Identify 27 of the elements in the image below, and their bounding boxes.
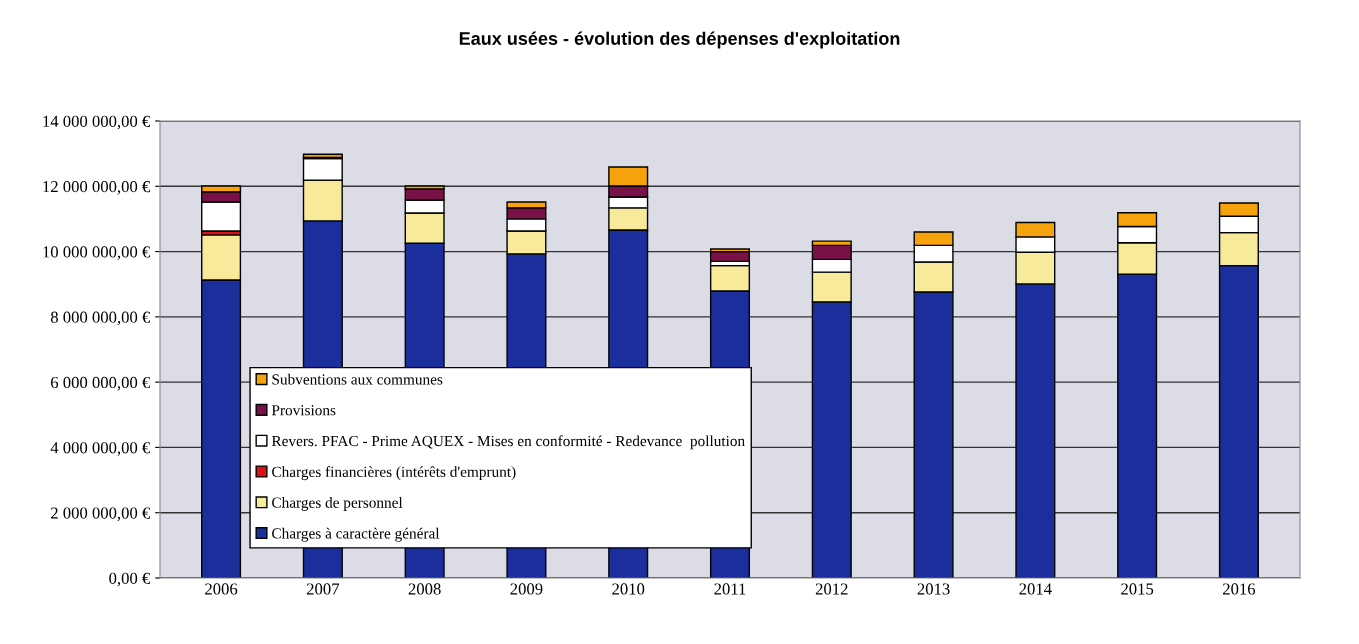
chart-title: Eaux usées - évolution des dépenses d'exploitation — [459, 31, 900, 49]
legend-label: Charges à caractère général — [272, 527, 440, 542]
y-tick-label: 2 000 000,00 € — [51, 507, 151, 522]
legend-label: Revers. PFAC - Prime AQUEX - Mises en conformité - Redevance pollution — [271, 435, 745, 450]
x-tick-label: 2014 — [1019, 583, 1052, 595]
y-tick-label: 10 000 000,00 € — [43, 246, 151, 260]
y-tick-label: 8 000 000,00 € — [50, 311, 151, 326]
legend-label: Charges de personnel — [272, 497, 403, 511]
x-tick-label: 2013 — [917, 583, 950, 595]
x-tick-label: 2006 — [205, 583, 238, 595]
x-tick-label: 2008 — [408, 583, 441, 595]
x-tick-label: 2010 — [612, 583, 645, 595]
y-tick-label: 6 000 000,00 € — [50, 376, 151, 391]
legend-label: Subventions aux communes — [272, 373, 443, 385]
x-tick-label: 2009 — [510, 583, 543, 595]
legend-label: Provisions — [271, 405, 336, 416]
x-tick-label: 2015 — [1121, 583, 1154, 595]
x-tick-label: 2012 — [815, 583, 848, 595]
x-tick-label: 2007 — [306, 583, 340, 595]
y-tick-label: 0,00 € — [109, 572, 151, 587]
y-tick-label: 14 000 000,00 € — [43, 115, 151, 130]
y-tick-label: 12 000 000,00 € — [43, 180, 151, 195]
legend-label: Charges financières (intérêts d'emprunt) — [272, 466, 516, 481]
x-tick-label: 2016 — [1222, 583, 1256, 595]
bar — [709, 250, 751, 263]
y-tick-label: 4 000 000,00 € — [50, 442, 151, 456]
x-tick-label: 2011 — [714, 583, 746, 595]
